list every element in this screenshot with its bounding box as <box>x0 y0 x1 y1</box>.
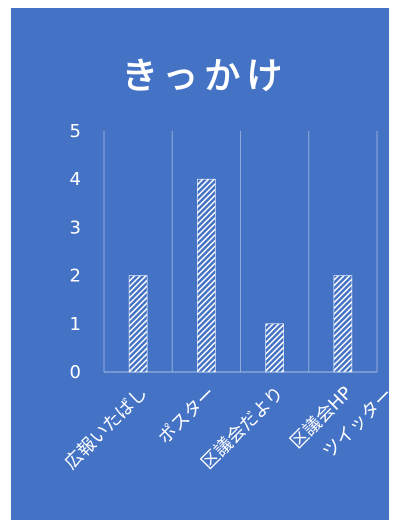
y-axis-ticks: 0 1 2 3 4 5 <box>70 121 81 383</box>
y-tick-label: 0 <box>70 362 81 383</box>
bar <box>333 275 353 373</box>
gridlines <box>103 131 378 373</box>
category-label: 広報いたばし <box>60 383 151 474</box>
y-tick-label: 1 <box>70 314 81 335</box>
y-tick-label: 4 <box>70 169 81 190</box>
bar <box>265 323 284 373</box>
category-label: ポスター <box>154 383 220 449</box>
y-tick-label: 5 <box>70 121 81 142</box>
chart-title: きっかけ <box>122 56 289 97</box>
bar <box>128 275 148 373</box>
bars <box>128 178 353 373</box>
category-label: 区議会HPツイッター <box>286 363 389 474</box>
chart-panel: きっかけ 0 1 2 3 4 5 広報いたばし ポスター 区議会だより 区議会HPツイッター <box>11 8 389 520</box>
y-tick-label: 2 <box>70 266 81 287</box>
y-tick-label: 3 <box>70 217 81 238</box>
bar <box>197 178 216 373</box>
